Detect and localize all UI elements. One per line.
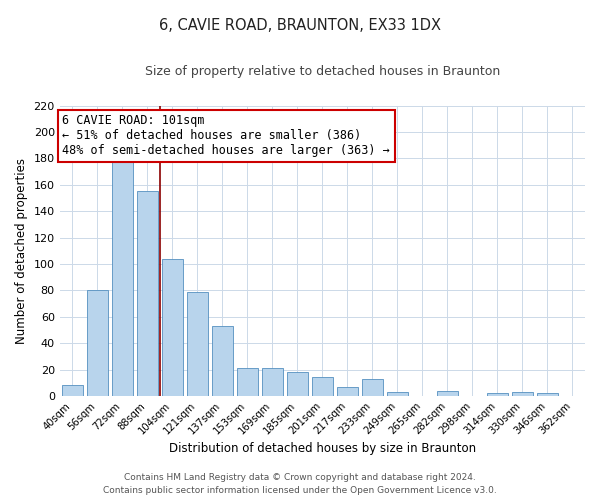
Bar xyxy=(212,326,233,396)
Bar xyxy=(387,392,408,396)
Bar xyxy=(362,379,383,396)
Bar xyxy=(187,292,208,396)
Bar xyxy=(236,368,258,396)
X-axis label: Distribution of detached houses by size in Braunton: Distribution of detached houses by size … xyxy=(169,442,476,455)
Title: Size of property relative to detached houses in Braunton: Size of property relative to detached ho… xyxy=(145,65,500,78)
Text: Contains HM Land Registry data © Crown copyright and database right 2024.
Contai: Contains HM Land Registry data © Crown c… xyxy=(103,474,497,495)
Bar xyxy=(287,372,308,396)
Bar xyxy=(512,392,533,396)
Bar xyxy=(337,386,358,396)
Y-axis label: Number of detached properties: Number of detached properties xyxy=(15,158,28,344)
Bar xyxy=(137,192,158,396)
Bar xyxy=(487,394,508,396)
Bar xyxy=(86,290,108,396)
Bar xyxy=(62,386,83,396)
Bar xyxy=(537,394,558,396)
Text: 6, CAVIE ROAD, BRAUNTON, EX33 1DX: 6, CAVIE ROAD, BRAUNTON, EX33 1DX xyxy=(159,18,441,32)
Bar xyxy=(437,390,458,396)
Bar xyxy=(312,378,333,396)
Text: 6 CAVIE ROAD: 101sqm
← 51% of detached houses are smaller (386)
48% of semi-deta: 6 CAVIE ROAD: 101sqm ← 51% of detached h… xyxy=(62,114,390,158)
Bar xyxy=(161,258,183,396)
Bar xyxy=(112,157,133,396)
Bar xyxy=(262,368,283,396)
